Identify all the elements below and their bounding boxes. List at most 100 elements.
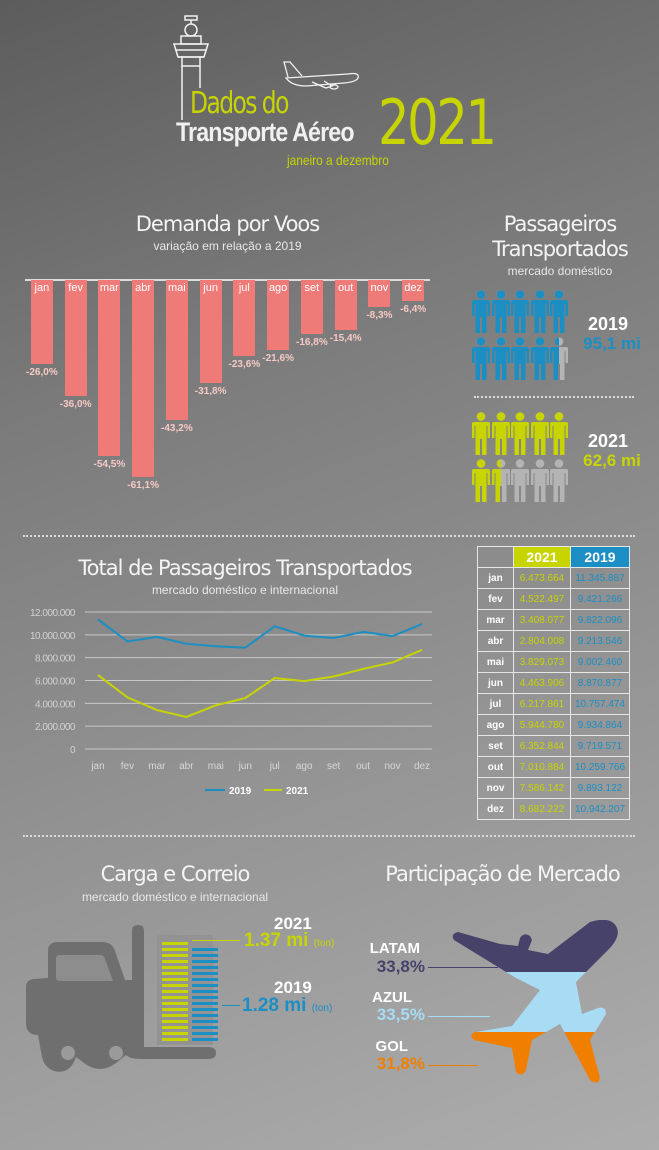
demand-bar-month-label: jul <box>238 282 250 294</box>
series-line-2021 <box>97 648 423 719</box>
cargo-stack-2019-bar <box>192 990 218 993</box>
passengers-title-line2: Transportados <box>492 237 629 261</box>
person-icon <box>530 337 549 386</box>
table-value-2021: 2.804.008 <box>513 630 571 652</box>
cargo-stack-2021-bar <box>162 1020 188 1023</box>
cargo-stack-2019-bar <box>192 984 218 987</box>
pax-2021-value: 62,6 mi <box>583 451 641 470</box>
pax-2021-year: 2021 <box>587 431 629 451</box>
cargo-stack-2021-bar <box>162 960 188 963</box>
demand-bar <box>165 280 188 420</box>
demand-bar-month-label: ago <box>268 282 288 294</box>
table-month: jul <box>477 693 514 715</box>
y-tick-label: 2.000.000 <box>35 722 76 733</box>
series-line-2019 <box>97 618 423 649</box>
demand-bar-value-label: -61,1% <box>127 480 159 492</box>
table-month: mar <box>477 609 514 631</box>
demand-bar-month-label: mai <box>168 282 186 294</box>
total-title: Total de Passageiros Transportados <box>78 556 412 580</box>
table-value-2021: 5.944.780 <box>513 714 571 736</box>
cargo-stack-2021-bar <box>162 984 188 987</box>
demand-bar-value-label: -21,6% <box>262 352 294 364</box>
cargo-stack-2021-bar <box>162 966 188 969</box>
table-month: nov <box>477 777 514 799</box>
table-value-2019: 9.893.122 <box>570 777 630 799</box>
pax-2021-icons <box>472 412 572 504</box>
table-row: mar 3.408.077 9.822.096 <box>477 609 630 631</box>
cargo-stack-2019-bar <box>192 1032 218 1035</box>
legend-label-2021: 2021 <box>286 786 309 797</box>
table-value-2019: 9.934.864 <box>570 714 630 736</box>
table-row: nov 7.586.142 9.893.122 <box>477 777 630 799</box>
person-icon <box>530 290 549 339</box>
y-tick-label: 4.000.000 <box>35 699 76 710</box>
table-value-2019: 9.719.571 <box>570 735 630 757</box>
person-icon <box>472 412 490 461</box>
azul-line <box>428 1016 490 1017</box>
person-icon <box>550 412 568 461</box>
person-icon <box>472 459 490 508</box>
demand-bar <box>98 280 121 457</box>
cargo-stack-2019-bar <box>192 966 218 969</box>
person-icon <box>511 412 529 461</box>
x-tick-label: set <box>327 761 341 772</box>
cargo-stack-2019-bar <box>192 996 218 999</box>
demand-bar-value-label: -43,2% <box>161 422 193 434</box>
cargo-2019-amount: 1.28 mi <box>242 995 307 1016</box>
cargo-stack-2019-bar <box>192 1014 218 1017</box>
table-value-2021: 4.463.906 <box>513 672 571 694</box>
table-row: dez 8.682.222 10.942.207 <box>477 798 630 820</box>
latam-line <box>428 967 498 968</box>
demand-bar <box>132 280 155 478</box>
pax-2019-icons <box>472 290 572 382</box>
demand-bar-month-label: mar <box>99 282 119 294</box>
cargo-stack-2019-bar <box>192 1020 218 1023</box>
section-divider-1 <box>23 535 635 537</box>
cargo-stack-2021-bar <box>162 1038 188 1041</box>
market-title: Participação de Mercado <box>385 862 621 886</box>
x-tick-label: mai <box>208 761 224 772</box>
market-azul-name: AZUL <box>372 989 412 1006</box>
table-value-2019: 9.213.546 <box>570 630 630 652</box>
table-value-2021: 4.522.497 <box>513 588 571 610</box>
header-title-line1: Dados do <box>190 86 289 121</box>
cargo-stack-2021-bar <box>162 942 188 945</box>
table-month: abr <box>477 630 514 652</box>
x-tick-label: dez <box>414 761 430 772</box>
demand-bar-value-label: -16,8% <box>296 337 328 349</box>
person-icon <box>472 290 490 339</box>
pax-2019-year: 2019 <box>587 314 629 334</box>
cargo-stack-2019-bar <box>192 948 218 951</box>
market-airplane-icon <box>452 920 618 1083</box>
demand-bar <box>402 280 425 301</box>
market-gol-share: 31,8% <box>376 1054 425 1073</box>
demand-bar-month-label: set <box>304 282 320 294</box>
x-tick-label: out <box>356 761 370 772</box>
table-value-2021: 6.473.664 <box>513 567 571 589</box>
table-row: mai 3.829.073 9.002.460 <box>477 651 630 673</box>
person-icon <box>511 459 529 508</box>
cargo-stack-2019-bar <box>192 1026 218 1029</box>
table-value-2019: 9.002.460 <box>570 651 630 673</box>
airplane-icon <box>283 61 359 90</box>
legend-label-2019: 2019 <box>229 786 252 797</box>
demand-bar-month-label: nov <box>370 282 389 294</box>
demand-bar-value-label: -6,4% <box>400 303 427 315</box>
market-azul-share: 33,5% <box>376 1005 425 1024</box>
cargo-2021-amount: 1.37 mi <box>244 930 309 951</box>
demand-bar-value-label: -15,4% <box>329 332 362 344</box>
table-value-2021: 7.586.142 <box>513 777 571 799</box>
passengers-title-line1: Passageiros <box>503 212 617 236</box>
cargo-2021-year: 2021 <box>274 914 312 933</box>
demand-bar-value-label: -36,0% <box>59 399 92 411</box>
person-icon <box>530 459 549 508</box>
cargo-stack-2019-bar <box>192 972 218 975</box>
demand-bar-value-label: -23,6% <box>228 359 261 371</box>
demand-bar-value-label: -54,5% <box>93 459 126 471</box>
demand-bar <box>64 280 87 397</box>
demand-bar-value-label: -26,0% <box>26 367 58 378</box>
table-header-row: 2021 2019 <box>477 546 630 568</box>
cargo-stack-2021-bar <box>162 996 188 999</box>
cargo-2019-year: 2019 <box>274 978 312 997</box>
person-icon <box>491 290 510 339</box>
